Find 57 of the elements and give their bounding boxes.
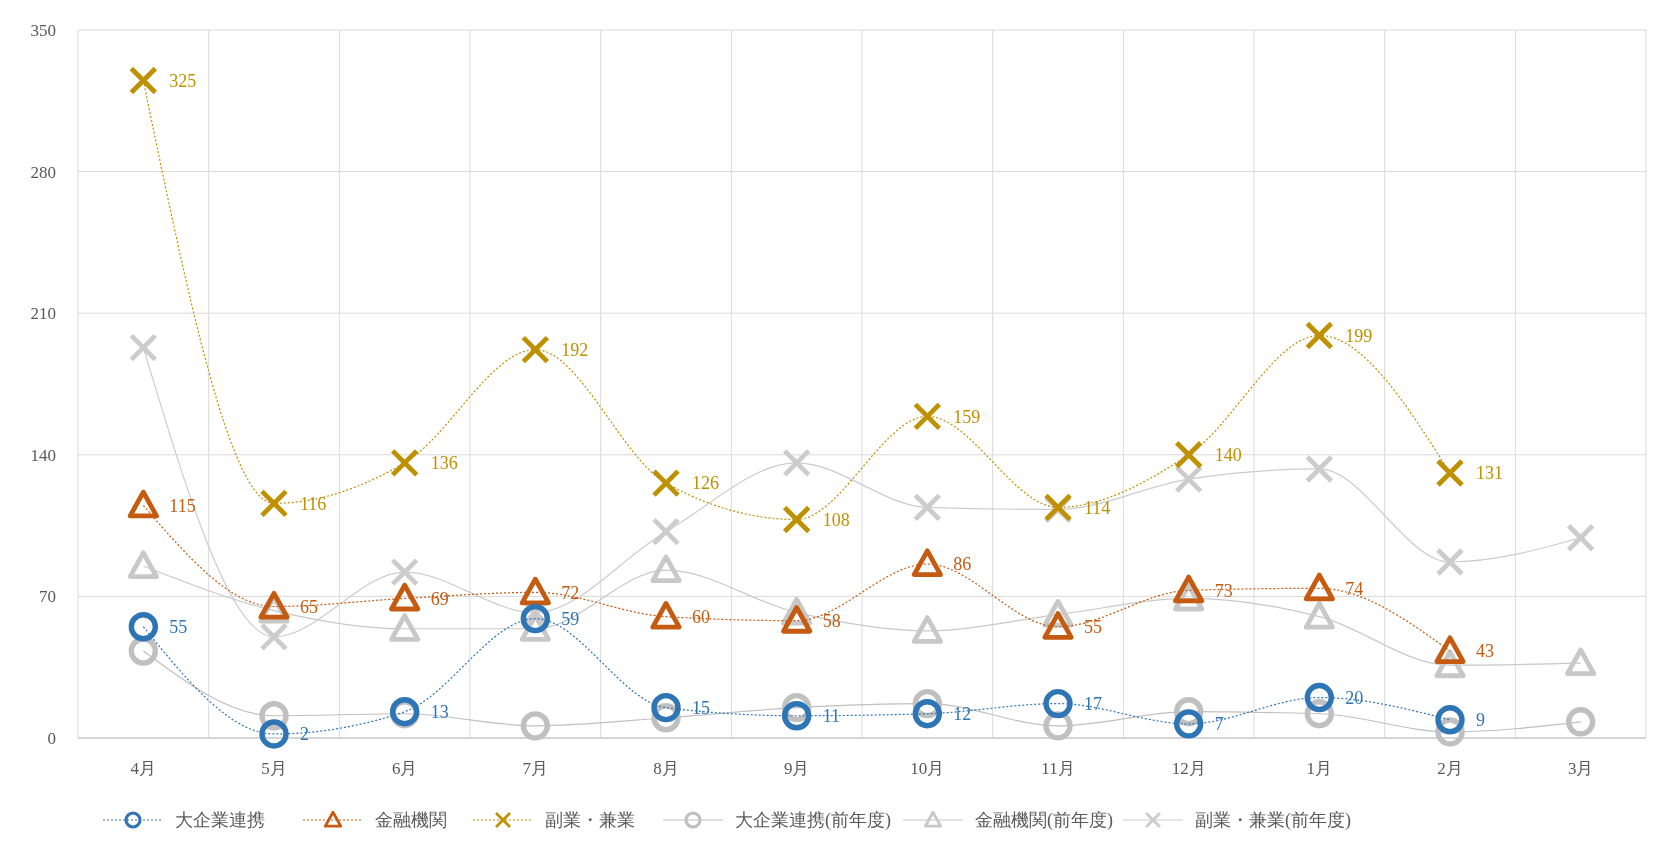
x-tick-label: 4月 [130,759,157,778]
data-label: 131 [1476,463,1503,484]
x-tick-label: 3月 [1567,759,1594,778]
y-tick-label: 280 [30,162,56,182]
data-label: 108 [822,509,850,530]
data-label: 17 [1084,693,1102,714]
data-label: 59 [561,608,580,629]
data-label: 9 [1476,710,1485,731]
data-label: 86 [953,554,972,575]
y-tick-label: 210 [30,304,56,324]
legend-label: 大企業連携(前年度) [735,810,891,832]
y-tick-label: 0 [47,728,56,748]
data-label: 13 [430,702,449,722]
data-label: 11 [822,706,841,727]
data-label: 126 [692,473,719,494]
data-label: 2 [300,724,309,745]
data-label: 192 [561,339,589,360]
data-label: 140 [1214,445,1242,466]
x-tick-label: 10月 [910,759,945,778]
data-label: 114 [1084,497,1111,518]
y-tick-label: 140 [30,445,56,465]
y-tick-label: 350 [30,20,56,40]
x-tick-label: 8月 [653,759,679,778]
x-tick-label: 6月 [391,759,418,778]
data-label: 55 [1084,617,1102,638]
legend-label: 副業・兼業 [545,810,635,831]
legend-label: 副業・兼業(前年度) [1195,810,1351,832]
x-tick-label: 7月 [522,759,549,778]
data-label: 199 [1345,325,1373,346]
data-label: 58 [822,610,841,631]
data-label: 159 [953,406,981,427]
data-label: 15 [692,697,710,718]
data-label: 55 [169,617,188,638]
data-label: 72 [561,582,580,603]
data-label: 69 [430,588,449,609]
data-label: 43 [1476,641,1494,662]
data-label: 116 [300,493,327,514]
data-label: 65 [300,596,318,617]
x-tick-label: 5月 [261,759,287,778]
y-tick-label: 70 [39,587,56,607]
legend-label: 大企業連携 [175,810,265,831]
x-tick-label: 9月 [783,759,810,778]
data-label: 73 [1214,580,1233,601]
data-label: 7 [1214,714,1224,735]
data-label: 136 [430,453,458,474]
x-tick-label: 2月 [1437,759,1463,778]
data-label: 12 [953,704,972,725]
data-label: 60 [692,606,710,627]
x-tick-label: 11月 [1041,759,1075,778]
data-label: 325 [169,70,197,91]
x-tick-label: 1月 [1306,759,1333,778]
legend-label: 金融機関(前年度) [975,810,1113,832]
x-tick-label: 12月 [1171,759,1206,778]
legend-label: 金融機関 [375,810,447,831]
data-label: 74 [1345,578,1364,599]
data-label: 115 [169,495,196,516]
data-label: 20 [1345,687,1364,708]
